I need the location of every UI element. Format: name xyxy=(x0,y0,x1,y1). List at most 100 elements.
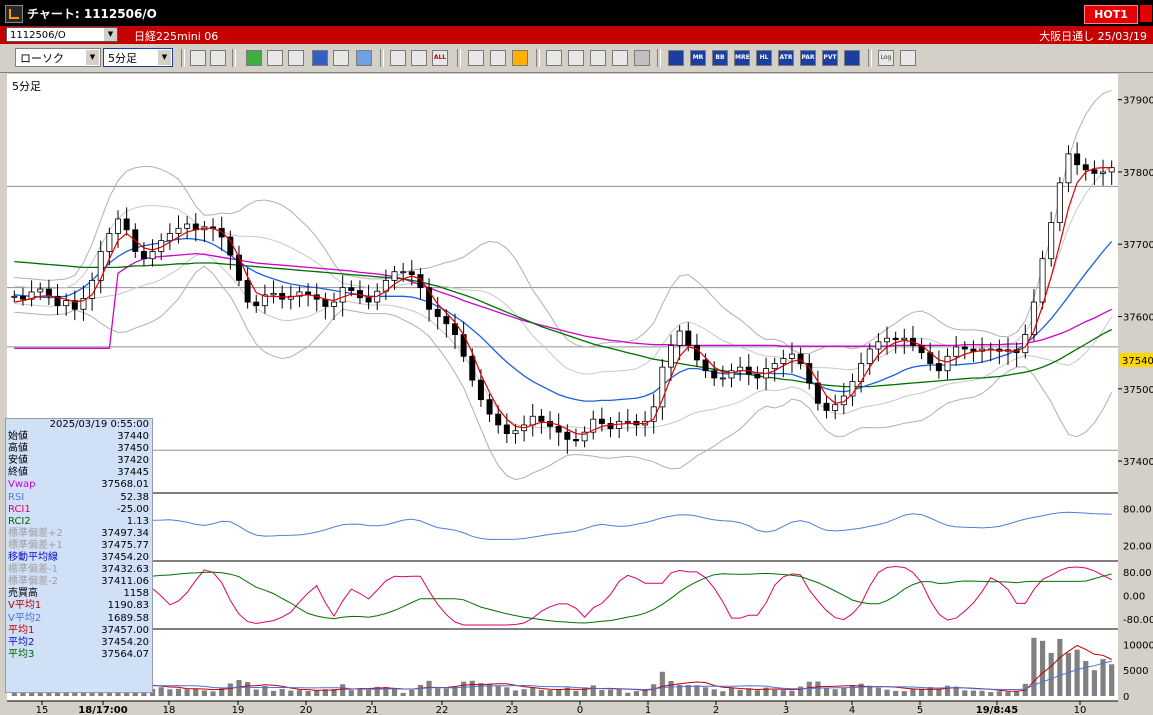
eraser-icon[interactable] xyxy=(312,50,328,66)
trash-icon[interactable] xyxy=(356,50,372,66)
pvt-indicator-button[interactable]: PVT xyxy=(822,50,838,66)
volume-panel xyxy=(11,637,1115,696)
candle-body xyxy=(400,271,407,274)
time-tick-label: 5 xyxy=(917,705,923,715)
volume-bar xyxy=(815,681,821,696)
cursor-icon[interactable] xyxy=(288,50,304,66)
candle-body xyxy=(581,431,588,442)
volume-bar xyxy=(996,691,1002,696)
candle-body xyxy=(28,291,35,300)
candle-body xyxy=(875,341,882,350)
chevron-down-icon[interactable]: ▼ xyxy=(104,28,117,41)
chart-type-select[interactable]: ローソク ▼ xyxy=(15,48,101,67)
candle-body xyxy=(685,330,692,346)
time-tick-label: 0 xyxy=(577,705,583,715)
atr-indicator-button[interactable]: ATR xyxy=(778,50,794,66)
bollinger-band-line xyxy=(14,265,1113,481)
info-value: 37440 xyxy=(117,431,149,443)
info-label: 標準偏差-2 xyxy=(8,576,58,588)
volume-bar xyxy=(849,685,856,696)
bb-indicator-button[interactable]: BB xyxy=(712,50,728,66)
time-tick-label: 3 xyxy=(783,705,789,715)
volume-bar xyxy=(37,690,43,696)
crosshair-icon[interactable] xyxy=(210,50,226,66)
document-icon[interactable] xyxy=(333,50,349,66)
color-palette-icon[interactable] xyxy=(512,50,528,66)
symbol-code-dropdown[interactable]: 1112506/O ▼ xyxy=(6,27,118,42)
window-close-button[interactable] xyxy=(1140,5,1152,22)
info-row: 安値 37420 xyxy=(6,455,152,467)
candle-body xyxy=(296,291,303,297)
all-range-button[interactable]: ALL xyxy=(432,50,448,66)
info-row: 標準偏差-2 37411.06 xyxy=(6,576,152,588)
alert-icon[interactable] xyxy=(634,50,650,66)
info-value: 37445 xyxy=(117,467,149,479)
volume-bar xyxy=(452,686,458,696)
volume-bar xyxy=(210,691,216,696)
candle-body xyxy=(486,399,493,415)
candle-wide-icon[interactable] xyxy=(411,50,427,66)
hot1-button[interactable]: HOT1 xyxy=(1084,5,1138,24)
mr-indicator-button[interactable]: MR xyxy=(690,50,706,66)
price-tick-label: 37900 xyxy=(1123,96,1153,107)
signal-icon[interactable] xyxy=(612,50,628,66)
volume-bar xyxy=(486,684,493,696)
info-row: 平均3 37564.07 xyxy=(6,649,152,661)
info-value: 1190.83 xyxy=(107,600,149,612)
volume-bar xyxy=(901,691,907,696)
toolbar-separator xyxy=(380,49,384,67)
info-row: 標準偏差+1 37475.77 xyxy=(6,540,152,552)
volume-bar xyxy=(556,690,562,696)
chart-compare-icon[interactable] xyxy=(590,50,606,66)
log-scale-button[interactable]: Log xyxy=(878,50,894,66)
candle-body xyxy=(529,415,536,426)
volume-bar xyxy=(651,684,657,696)
buy-sell-icon[interactable] xyxy=(546,50,562,66)
interval-select[interactable]: 5分足 ▼ xyxy=(103,48,173,67)
info-row: 平均1 37457.00 xyxy=(6,625,152,637)
export-icon[interactable] xyxy=(900,50,916,66)
toolbar-separator xyxy=(181,49,185,67)
candle-body xyxy=(771,363,778,369)
candle-body xyxy=(806,363,813,384)
candle-body xyxy=(408,271,415,276)
wrench-icon[interactable] xyxy=(490,50,506,66)
volume-bar xyxy=(1048,652,1054,696)
volume-bar xyxy=(253,689,259,696)
volume-bar xyxy=(340,684,346,696)
grid-indicator-icon[interactable] xyxy=(668,50,684,66)
candle-narrow-icon[interactable] xyxy=(390,50,406,66)
chevron-down-icon[interactable]: ▼ xyxy=(86,50,99,65)
candle-body xyxy=(823,402,830,411)
candle-body xyxy=(451,323,458,335)
par-indicator-button[interactable]: PAR xyxy=(800,50,816,66)
rsi-panel xyxy=(13,511,1112,540)
settings-icon[interactable] xyxy=(468,50,484,66)
info-rows: 始値 37440 高値 37450 安値 37420 終値 37445 Vwap 37568.01… xyxy=(6,431,152,661)
frame-icon[interactable] xyxy=(844,50,860,66)
zoom-icon[interactable] xyxy=(190,50,206,66)
link-icon[interactable] xyxy=(267,50,283,66)
search-chart-icon[interactable] xyxy=(568,50,584,66)
info-row: RCI2 1.13 xyxy=(6,516,152,528)
volume-tick-label: 0 xyxy=(1123,692,1129,703)
volume-bar xyxy=(296,690,303,696)
price-tick-label: 37800 xyxy=(1123,168,1153,179)
draw-line-icon[interactable] xyxy=(246,50,262,66)
volume-bar xyxy=(1091,670,1097,696)
hl-indicator-button[interactable]: HL xyxy=(756,50,772,66)
volume-bar xyxy=(979,690,985,696)
volume-bar xyxy=(1109,664,1115,696)
mre-indicator-button[interactable]: MRE xyxy=(734,50,750,66)
volume-bar xyxy=(936,689,942,696)
chevron-down-icon[interactable]: ▼ xyxy=(158,50,171,65)
volume-bar xyxy=(867,685,873,696)
info-row: Vwap 37568.01 xyxy=(6,479,152,491)
volume-bar xyxy=(391,688,398,696)
candle-body xyxy=(624,420,631,423)
chart-area[interactable]: 5分足 37900 37800 37700 37600 37500 37400 37540 8… xyxy=(0,72,1153,715)
candle-body xyxy=(659,366,666,408)
volume-bar xyxy=(1039,640,1046,696)
time-tick-label: 15 xyxy=(36,705,49,715)
volume-bar xyxy=(400,692,406,696)
